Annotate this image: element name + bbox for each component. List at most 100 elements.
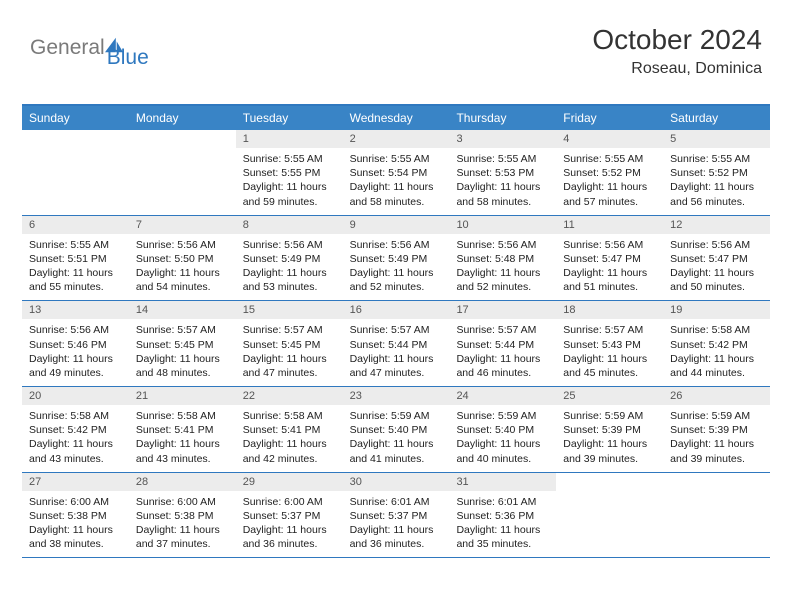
sunrise-line: Sunrise: 5:56 AM — [243, 238, 336, 252]
day-cell: 22Sunrise: 5:58 AMSunset: 5:41 PMDayligh… — [236, 387, 343, 472]
day-cell: 19Sunrise: 5:58 AMSunset: 5:42 PMDayligh… — [663, 301, 770, 386]
day-content: Sunrise: 5:59 AMSunset: 5:39 PMDaylight:… — [556, 405, 663, 472]
weeks-container: 1Sunrise: 5:55 AMSunset: 5:55 PMDaylight… — [22, 130, 770, 558]
day-number: 25 — [556, 387, 663, 405]
daylight-line: Daylight: 11 hours and 58 minutes. — [456, 180, 549, 208]
day-number: 12 — [663, 216, 770, 234]
daylight-line: Daylight: 11 hours and 54 minutes. — [136, 266, 229, 294]
week-row: 27Sunrise: 6:00 AMSunset: 5:38 PMDayligh… — [22, 473, 770, 559]
sunset-line: Sunset: 5:39 PM — [670, 423, 763, 437]
day-cell: 17Sunrise: 5:57 AMSunset: 5:44 PMDayligh… — [449, 301, 556, 386]
weekday-header: Monday — [129, 106, 236, 130]
week-row: 6Sunrise: 5:55 AMSunset: 5:51 PMDaylight… — [22, 216, 770, 302]
day-cell: 3Sunrise: 5:55 AMSunset: 5:53 PMDaylight… — [449, 130, 556, 215]
sunrise-line: Sunrise: 5:58 AM — [136, 409, 229, 423]
daylight-line: Daylight: 11 hours and 58 minutes. — [350, 180, 443, 208]
daylight-line: Daylight: 11 hours and 36 minutes. — [243, 523, 336, 551]
sunrise-line: Sunrise: 6:00 AM — [29, 495, 122, 509]
day-content: Sunrise: 5:58 AMSunset: 5:41 PMDaylight:… — [236, 405, 343, 472]
sunset-line: Sunset: 5:40 PM — [350, 423, 443, 437]
day-content: Sunrise: 5:58 AMSunset: 5:42 PMDaylight:… — [22, 405, 129, 472]
day-content: Sunrise: 5:57 AMSunset: 5:43 PMDaylight:… — [556, 319, 663, 386]
sunrise-line: Sunrise: 6:00 AM — [136, 495, 229, 509]
month-title: October 2024 — [592, 24, 762, 56]
day-content: Sunrise: 5:57 AMSunset: 5:45 PMDaylight:… — [129, 319, 236, 386]
day-content: Sunrise: 6:00 AMSunset: 5:38 PMDaylight:… — [129, 491, 236, 558]
sunrise-line: Sunrise: 5:58 AM — [670, 323, 763, 337]
day-number: 9 — [343, 216, 450, 234]
sunrise-line: Sunrise: 5:55 AM — [456, 152, 549, 166]
day-content: Sunrise: 5:56 AMSunset: 5:48 PMDaylight:… — [449, 234, 556, 301]
sunset-line: Sunset: 5:49 PM — [243, 252, 336, 266]
day-content: Sunrise: 6:01 AMSunset: 5:36 PMDaylight:… — [449, 491, 556, 558]
daylight-line: Daylight: 11 hours and 51 minutes. — [563, 266, 656, 294]
daylight-line: Daylight: 11 hours and 40 minutes. — [456, 437, 549, 465]
daylight-line: Daylight: 11 hours and 35 minutes. — [456, 523, 549, 551]
day-cell: 25Sunrise: 5:59 AMSunset: 5:39 PMDayligh… — [556, 387, 663, 472]
sunset-line: Sunset: 5:52 PM — [670, 166, 763, 180]
sunset-line: Sunset: 5:54 PM — [350, 166, 443, 180]
daylight-line: Daylight: 11 hours and 43 minutes. — [29, 437, 122, 465]
daylight-line: Daylight: 11 hours and 56 minutes. — [670, 180, 763, 208]
sunrise-line: Sunrise: 5:59 AM — [456, 409, 549, 423]
logo-general-text: General — [30, 36, 105, 59]
sunset-line: Sunset: 5:39 PM — [563, 423, 656, 437]
week-row: 13Sunrise: 5:56 AMSunset: 5:46 PMDayligh… — [22, 301, 770, 387]
day-cell: 21Sunrise: 5:58 AMSunset: 5:41 PMDayligh… — [129, 387, 236, 472]
day-cell: 26Sunrise: 5:59 AMSunset: 5:39 PMDayligh… — [663, 387, 770, 472]
day-content: Sunrise: 5:56 AMSunset: 5:49 PMDaylight:… — [343, 234, 450, 301]
sunrise-line: Sunrise: 5:55 AM — [29, 238, 122, 252]
daylight-line: Daylight: 11 hours and 52 minutes. — [350, 266, 443, 294]
day-cell: 13Sunrise: 5:56 AMSunset: 5:46 PMDayligh… — [22, 301, 129, 386]
sunset-line: Sunset: 5:49 PM — [350, 252, 443, 266]
sunset-line: Sunset: 5:44 PM — [456, 338, 549, 352]
logo-blue-text: Blue — [107, 46, 149, 69]
day-number: 31 — [449, 473, 556, 491]
day-number: 14 — [129, 301, 236, 319]
sunset-line: Sunset: 5:41 PM — [136, 423, 229, 437]
sunrise-line: Sunrise: 6:00 AM — [243, 495, 336, 509]
day-number: 17 — [449, 301, 556, 319]
sunrise-line: Sunrise: 5:55 AM — [563, 152, 656, 166]
day-number: 8 — [236, 216, 343, 234]
day-number: 6 — [22, 216, 129, 234]
sunset-line: Sunset: 5:45 PM — [243, 338, 336, 352]
sunset-line: Sunset: 5:43 PM — [563, 338, 656, 352]
sunrise-line: Sunrise: 5:55 AM — [243, 152, 336, 166]
sunrise-line: Sunrise: 5:56 AM — [29, 323, 122, 337]
daylight-line: Daylight: 11 hours and 38 minutes. — [29, 523, 122, 551]
day-number: 10 — [449, 216, 556, 234]
daylight-line: Daylight: 11 hours and 39 minutes. — [670, 437, 763, 465]
weekday-header: Friday — [556, 106, 663, 130]
day-cell: 1Sunrise: 5:55 AMSunset: 5:55 PMDaylight… — [236, 130, 343, 215]
day-content: Sunrise: 5:57 AMSunset: 5:44 PMDaylight:… — [449, 319, 556, 386]
daylight-line: Daylight: 11 hours and 45 minutes. — [563, 352, 656, 380]
day-content: Sunrise: 5:58 AMSunset: 5:42 PMDaylight:… — [663, 319, 770, 386]
day-number: 7 — [129, 216, 236, 234]
day-content: Sunrise: 5:55 AMSunset: 5:53 PMDaylight:… — [449, 148, 556, 215]
sunset-line: Sunset: 5:36 PM — [456, 509, 549, 523]
day-number: 23 — [343, 387, 450, 405]
day-cell: 30Sunrise: 6:01 AMSunset: 5:37 PMDayligh… — [343, 473, 450, 558]
sunset-line: Sunset: 5:55 PM — [243, 166, 336, 180]
day-cell: 11Sunrise: 5:56 AMSunset: 5:47 PMDayligh… — [556, 216, 663, 301]
sunrise-line: Sunrise: 5:59 AM — [350, 409, 443, 423]
day-number: 11 — [556, 216, 663, 234]
day-content: Sunrise: 5:55 AMSunset: 5:52 PMDaylight:… — [556, 148, 663, 215]
week-row: 1Sunrise: 5:55 AMSunset: 5:55 PMDaylight… — [22, 130, 770, 216]
day-number: 18 — [556, 301, 663, 319]
day-cell: 28Sunrise: 6:00 AMSunset: 5:38 PMDayligh… — [129, 473, 236, 558]
sunrise-line: Sunrise: 6:01 AM — [350, 495, 443, 509]
day-cell — [663, 473, 770, 558]
daylight-line: Daylight: 11 hours and 41 minutes. — [350, 437, 443, 465]
sunrise-line: Sunrise: 5:58 AM — [29, 409, 122, 423]
day-cell: 8Sunrise: 5:56 AMSunset: 5:49 PMDaylight… — [236, 216, 343, 301]
sunrise-line: Sunrise: 5:56 AM — [136, 238, 229, 252]
day-cell: 7Sunrise: 5:56 AMSunset: 5:50 PMDaylight… — [129, 216, 236, 301]
daylight-line: Daylight: 11 hours and 46 minutes. — [456, 352, 549, 380]
sunrise-line: Sunrise: 5:59 AM — [563, 409, 656, 423]
day-number: 26 — [663, 387, 770, 405]
weekday-header: Tuesday — [236, 106, 343, 130]
daylight-line: Daylight: 11 hours and 47 minutes. — [350, 352, 443, 380]
day-content: Sunrise: 6:00 AMSunset: 5:38 PMDaylight:… — [22, 491, 129, 558]
